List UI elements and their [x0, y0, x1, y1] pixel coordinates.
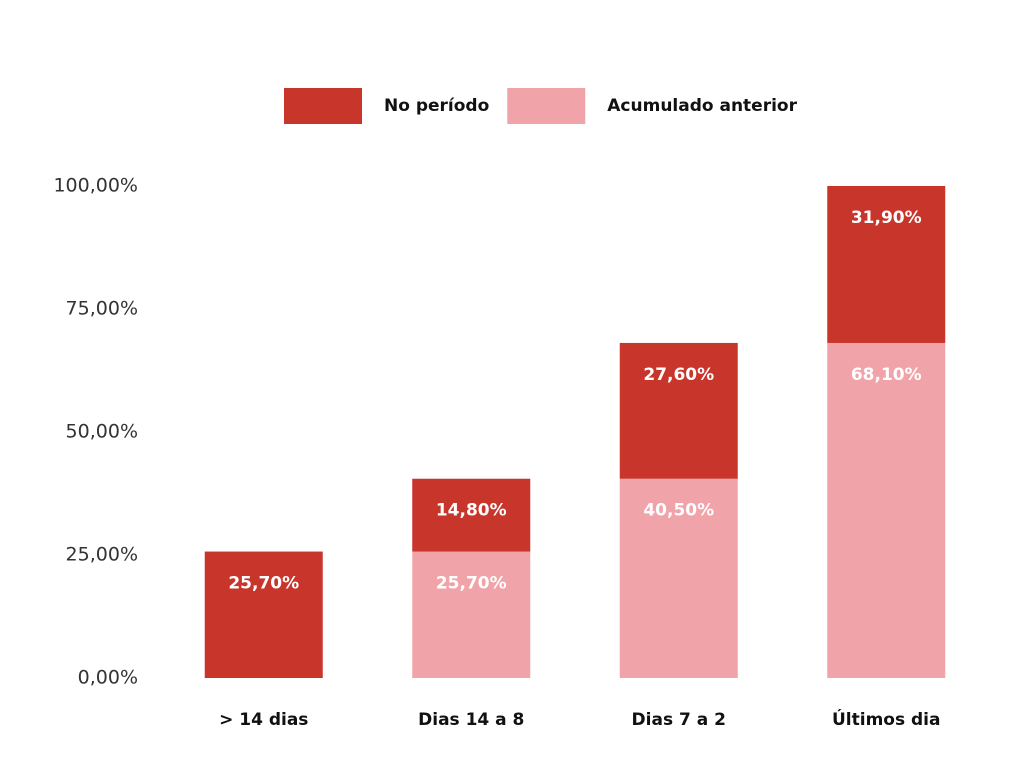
value-label: 27,60%: [643, 365, 714, 385]
value-label: 14,80%: [436, 501, 507, 521]
x-tick-label: Últimos dia: [832, 708, 940, 730]
bar-segment: [412, 478, 531, 552]
y-tick-label: 100,00%: [53, 175, 138, 197]
x-tick-label: Dias 14 a 8: [418, 710, 524, 730]
y-tick-label: 50,00%: [66, 421, 138, 443]
y-tick-label: 0,00%: [78, 667, 138, 689]
y-tick-label: 25,00%: [66, 544, 138, 566]
value-label: 31,90%: [851, 208, 922, 228]
bar-segment: [827, 186, 946, 343]
bar-segment: [619, 342, 738, 479]
value-label: 25,70%: [436, 574, 507, 594]
value-label: 40,50%: [643, 501, 714, 521]
value-label: 68,10%: [851, 365, 922, 385]
legend-swatch: [284, 88, 362, 124]
bar-segment: [204, 551, 323, 678]
legend-label: No período: [384, 96, 489, 116]
x-tick-label: Dias 7 a 2: [632, 710, 726, 730]
legend-label: Acumulado anterior: [607, 96, 797, 116]
value-label: 25,70%: [228, 574, 299, 594]
bar-segment: [619, 478, 738, 678]
bar-segment: [827, 342, 946, 678]
legend-swatch: [507, 88, 586, 124]
y-tick-label: 75,00%: [66, 298, 138, 320]
x-tick-label: > 14 dias: [219, 710, 308, 730]
bar-segment: [412, 551, 531, 678]
